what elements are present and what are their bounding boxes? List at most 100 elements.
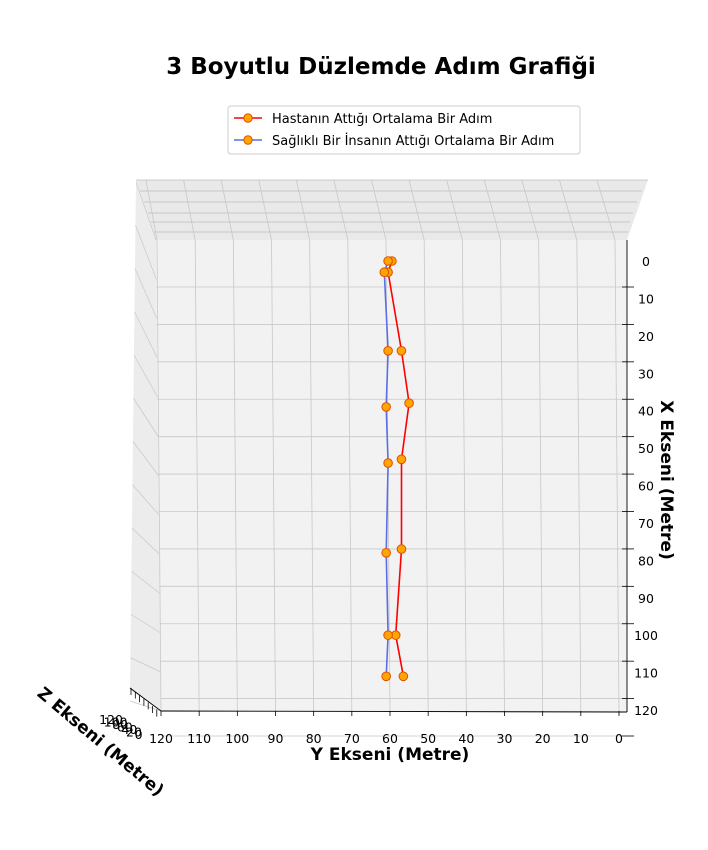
grid-line-back bbox=[483, 179, 501, 241]
data-point bbox=[404, 398, 414, 408]
x-tick-label: 40 bbox=[638, 404, 654, 419]
data-point bbox=[383, 346, 393, 356]
side-grid-line bbox=[132, 441, 159, 476]
legend: Hastanın Attığı Ortalama Bir Adım Sağlık… bbox=[227, 105, 581, 155]
y-axis-label: Y Ekseni (Metre) bbox=[310, 745, 470, 765]
side-grid-line bbox=[135, 181, 157, 241]
x-tick-label: 50 bbox=[638, 441, 654, 456]
grid-line-back bbox=[408, 179, 425, 241]
y-tick-label: 90 bbox=[268, 731, 284, 746]
legend-box bbox=[227, 105, 581, 155]
side-grid-line bbox=[135, 225, 157, 280]
grid-line-vertical bbox=[614, 239, 620, 712]
back-pane bbox=[136, 180, 648, 240]
x-tick-label: 120 bbox=[634, 703, 658, 718]
data-point bbox=[381, 548, 391, 558]
grid-line-vertical bbox=[271, 239, 276, 712]
y-tick-label: 80 bbox=[306, 731, 322, 746]
series-line-1 bbox=[383, 260, 389, 677]
x-tick-label: 70 bbox=[638, 516, 654, 531]
grid-line-back bbox=[446, 179, 463, 241]
z-tick-label: 100 bbox=[104, 715, 128, 730]
data-point bbox=[396, 544, 407, 554]
x-tick-label: 90 bbox=[638, 591, 654, 606]
grid-line-vertical bbox=[500, 239, 505, 712]
x-axis-label: X Ekseni (Metre) bbox=[656, 400, 676, 559]
y-tick-label: 100 bbox=[225, 731, 249, 746]
side-grid-line bbox=[132, 484, 160, 515]
grid-line-back bbox=[258, 179, 272, 241]
x-tick-label: 10 bbox=[638, 291, 654, 306]
side-grid-line bbox=[131, 527, 160, 555]
z-tick-label: 40 bbox=[121, 722, 137, 737]
grid-line-vertical bbox=[538, 239, 544, 712]
y-tick-label: 20 bbox=[535, 731, 551, 746]
z-tick-label: 60 bbox=[117, 720, 133, 735]
side-grid-line bbox=[133, 398, 159, 437]
data-point bbox=[379, 267, 390, 278]
grid-line-back bbox=[145, 179, 158, 241]
side-grid-line bbox=[129, 700, 161, 712]
grid-line-vertical bbox=[232, 239, 238, 712]
y-tick-label: 110 bbox=[187, 731, 211, 746]
grid-lines bbox=[129, 179, 648, 737]
legend-label-healthy: Sağlıklı Bir İnsanın Attığı Ortalama Bir… bbox=[272, 133, 554, 149]
chart-title: 3 Boyutlu Düzlemde Adım Grafiği bbox=[166, 54, 596, 80]
legend-marker-patient bbox=[243, 113, 253, 123]
side-grid-line bbox=[131, 570, 160, 594]
y-tick-label: 40 bbox=[458, 731, 474, 746]
data-point bbox=[383, 630, 393, 640]
data-point bbox=[383, 458, 393, 468]
x-tick-label: 110 bbox=[634, 666, 658, 681]
side-grid-line bbox=[134, 268, 158, 319]
grid-line-back bbox=[183, 179, 196, 241]
data-point bbox=[396, 346, 407, 356]
tick-marks: 120 110 100 90 80 70 60 50 40 30 20 10 0010203040506… bbox=[99, 240, 658, 746]
grid-line-back bbox=[521, 179, 540, 241]
side-grid-line bbox=[133, 354, 158, 398]
y-axis-line bbox=[160, 710, 628, 713]
y-tick-label: 60 bbox=[382, 731, 398, 746]
data-series bbox=[379, 256, 414, 682]
y-tick-label: 0 bbox=[615, 731, 623, 746]
grid-line-back bbox=[220, 179, 234, 241]
data-point bbox=[396, 454, 407, 465]
y-tick-label: 70 bbox=[344, 731, 360, 746]
side-grid-line bbox=[130, 657, 161, 673]
y-tick-label: 120 bbox=[149, 731, 173, 746]
y-tick-label: 50 bbox=[420, 731, 436, 746]
grid-line-back bbox=[596, 179, 616, 241]
x-tick-label: 0 bbox=[642, 254, 650, 269]
grid-line-back bbox=[559, 179, 578, 241]
z-tick-label: 80 bbox=[112, 717, 128, 732]
grid-line-vertical bbox=[309, 239, 315, 712]
data-point bbox=[383, 256, 393, 266]
series-line-0 bbox=[387, 260, 410, 677]
grid-line-vertical bbox=[347, 239, 353, 712]
side-grid-line bbox=[130, 614, 161, 633]
x-tick-label: 30 bbox=[638, 366, 654, 381]
data-point bbox=[381, 671, 391, 682]
grid-line-back bbox=[371, 179, 387, 241]
grid-line-vertical bbox=[576, 239, 582, 712]
y-tick-label: 10 bbox=[573, 731, 589, 746]
axis-panes bbox=[130, 180, 648, 712]
grid-line-back bbox=[295, 179, 311, 241]
grid-line-vertical bbox=[461, 239, 467, 712]
grid-line-vertical bbox=[156, 239, 162, 712]
data-point bbox=[398, 671, 409, 682]
z-tick-label: 120 bbox=[99, 712, 123, 727]
data-point bbox=[381, 402, 391, 412]
legend-marker-healthy bbox=[243, 135, 253, 145]
side-grid-line bbox=[134, 311, 158, 358]
floor-pane bbox=[156, 240, 627, 712]
x-tick-label: 20 bbox=[638, 329, 654, 344]
grid-line-vertical bbox=[194, 239, 200, 712]
z-tick-label: 0 bbox=[135, 727, 143, 742]
x-tick-label: 100 bbox=[634, 628, 658, 643]
grid-line-vertical bbox=[423, 239, 429, 712]
legend-label-patient: Hastanın Attığı Ortalama Bir Adım bbox=[272, 112, 492, 127]
z-tick-label: 20 bbox=[126, 725, 142, 740]
y-tick-label: 30 bbox=[497, 731, 513, 746]
